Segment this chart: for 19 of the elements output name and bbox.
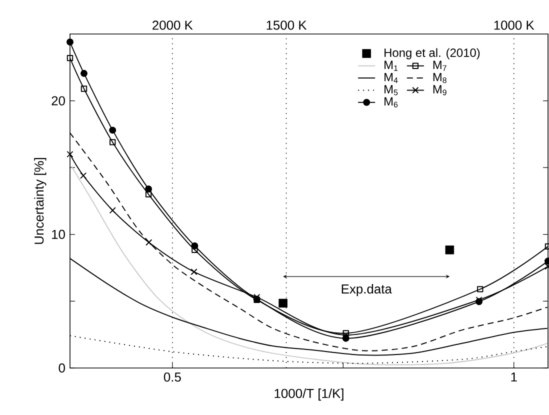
ref-line-label: 1000 K <box>494 20 534 30</box>
y-tick-label: 0 <box>58 363 65 373</box>
y-tick-label: 10 <box>52 230 65 239</box>
legend-label: M$_{6}$ <box>384 97 398 108</box>
legend-label: Hong et al. (2010) <box>384 48 480 60</box>
x-tick-label: 0.5 <box>164 372 181 382</box>
y-tick-label: 20 <box>52 96 65 106</box>
x-tick-label: 1 <box>511 372 517 382</box>
legend-label: M$_{8}$ <box>433 72 446 84</box>
x-axis-title: 1000/T [1/K] <box>274 388 344 401</box>
ref-line-label: 2000 K <box>152 20 193 30</box>
legend-label: M$_{5}$ <box>384 85 398 96</box>
y-axis-title: Uncertainty [%] <box>34 158 46 244</box>
annotation: Exp.data <box>342 284 392 296</box>
legend-label: M$_{4}$ <box>384 72 398 83</box>
legend-label: M$_{1}$ <box>384 60 398 71</box>
legend-label: M$_{7}$ <box>433 60 446 71</box>
legend-label: M$_{9}$ <box>433 85 446 96</box>
ref-line-label: 1500 K <box>266 20 307 30</box>
